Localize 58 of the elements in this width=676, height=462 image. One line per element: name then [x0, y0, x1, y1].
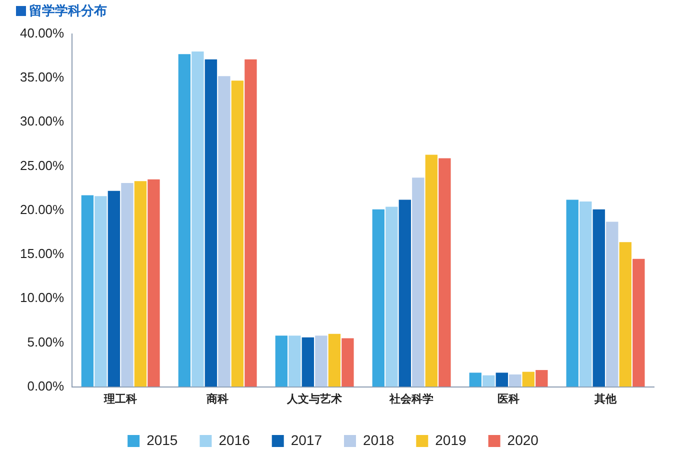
y-tick-label: 5.00%	[27, 334, 65, 350]
bar	[302, 337, 314, 387]
y-tick-label: 30.00%	[20, 114, 65, 129]
x-tick-label: 社会科学	[388, 392, 434, 406]
bar	[328, 334, 341, 387]
bar	[121, 182, 134, 387]
bar	[606, 222, 618, 387]
bar	[592, 209, 605, 387]
bar	[398, 200, 412, 387]
x-tick-label: 医科	[498, 392, 520, 406]
y-tick-label: 40.00%	[20, 25, 65, 40]
y-tick-label: 10.00%	[20, 290, 65, 306]
bar	[632, 258, 645, 387]
bar	[148, 179, 160, 387]
bar	[536, 370, 548, 387]
chart-title: 留学学科分布	[29, 2, 107, 20]
bar	[231, 80, 244, 387]
bar	[386, 206, 398, 387]
bar	[275, 336, 288, 387]
legend-label: 2019	[435, 432, 467, 448]
bar	[580, 201, 592, 387]
bar	[522, 372, 534, 387]
bar	[204, 59, 218, 387]
bar	[438, 158, 451, 387]
legend-label: 2018	[363, 432, 394, 448]
bar	[315, 336, 328, 387]
bar	[178, 54, 191, 387]
bar	[94, 196, 107, 387]
y-tick-label: 15.00%	[20, 246, 65, 262]
bar	[372, 209, 384, 387]
bar	[425, 154, 438, 387]
bar	[412, 178, 424, 387]
bar	[509, 374, 522, 387]
y-tick-label: 35.00%	[20, 70, 65, 85]
bar	[342, 338, 354, 387]
y-tick-label: 0.00%	[27, 378, 65, 394]
bar	[81, 195, 94, 387]
bar	[108, 190, 120, 387]
x-tick-label: 其他	[594, 392, 618, 406]
x-tick-label: 理工科	[103, 392, 138, 406]
bar	[619, 242, 632, 387]
bar	[496, 372, 508, 387]
legend-label: 2016	[218, 432, 250, 448]
bar	[469, 372, 482, 387]
bar	[482, 375, 495, 387]
y-tick-label: 25.00%	[20, 158, 65, 173]
y-tick-label: 20.00%	[20, 202, 65, 217]
legend-label: 2020	[507, 432, 539, 448]
bar	[244, 59, 257, 387]
x-tick-label: 商科	[206, 392, 229, 406]
bar	[192, 51, 204, 387]
x-tick-label: 人文与艺术	[286, 392, 342, 406]
legend-label: 2017	[290, 432, 322, 448]
bar	[566, 200, 578, 387]
legend-label: 2015	[146, 432, 178, 448]
bar	[134, 181, 147, 387]
bar	[218, 76, 230, 387]
bar	[288, 336, 301, 387]
